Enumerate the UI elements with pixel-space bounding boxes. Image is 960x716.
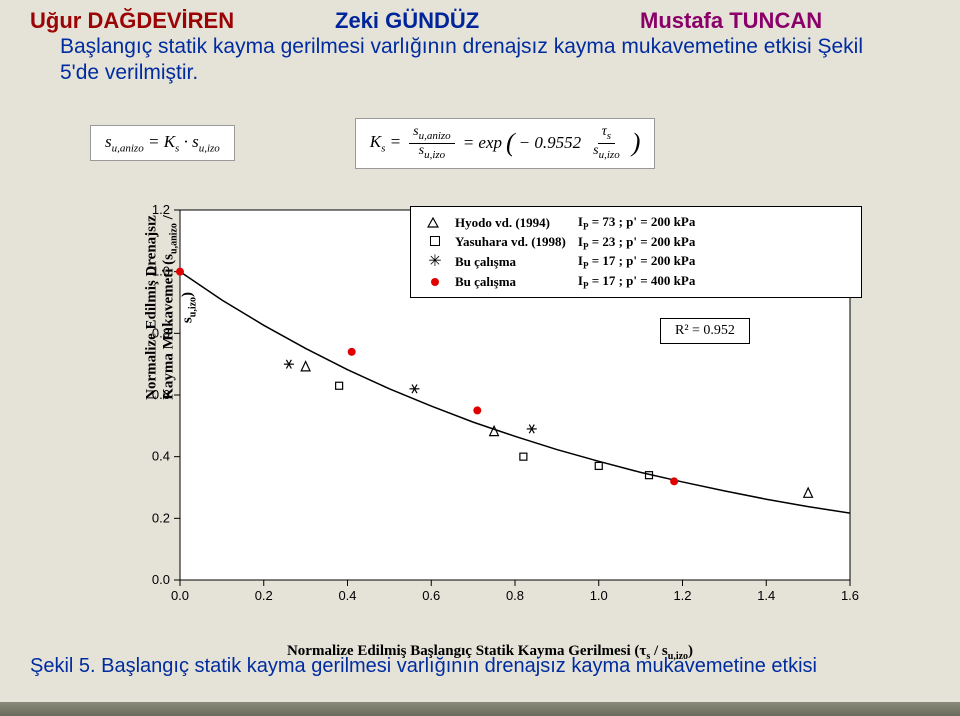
intro-paragraph: Başlangıç statik kayma gerilmesi varlığı… [60,34,900,86]
equation-row: su,anizo = Ks · su,izo Ks = su,anizo su,… [90,118,655,169]
eq2-left: Ks = [370,132,401,154]
eq2-paren-l: ( [506,128,515,158]
svg-text:0.8: 0.8 [506,588,524,603]
slide: Uğur DAĞDEVİREN Zeki GÜNDÜZ Mustafa TUNC… [0,0,960,716]
eq1-body: su,anizo = Ks · su,izo [105,132,220,154]
author-1: Uğur DAĞDEVİREN [30,8,234,34]
svg-text:1.2: 1.2 [673,588,691,603]
svg-text:0.6: 0.6 [422,588,440,603]
svg-text:1.4: 1.4 [757,588,775,603]
chart: Normalize Edilmiş DrenajsızKayma Mukavem… [120,200,870,630]
svg-text:1.0: 1.0 [590,588,608,603]
figure-caption: Şekil 5. Başlangıç statik kayma gerilmes… [30,655,817,678]
svg-text:0.4: 0.4 [152,449,170,464]
svg-text:1.6: 1.6 [841,588,859,603]
chart-r2: R² = 0.952 [660,318,750,344]
svg-text:0.0: 0.0 [171,588,189,603]
eq2-frac1: su,anizo su,izo [409,125,455,162]
eq2-inner: − 0.9552 [519,133,581,153]
svg-text:0.0: 0.0 [152,572,170,587]
eq2-paren-r: ) [632,128,641,158]
svg-text:0.4: 0.4 [338,588,356,603]
bottom-strip [0,702,960,716]
chart-ylabel: Normalize Edilmiş DrenajsızKayma Mukavem… [144,203,199,413]
legend-table: Hyodo vd. (1994)IP = 73 ; p' = 200 kPaYa… [421,213,701,291]
svg-text:0.2: 0.2 [152,510,170,525]
author-2: Zeki GÜNDÜZ [335,8,479,34]
eq2-frac2: τs su,izo [589,125,624,162]
svg-text:0.2: 0.2 [255,588,273,603]
eq2-mid: = exp [463,133,502,153]
chart-legend: Hyodo vd. (1994)IP = 73 ; p' = 200 kPaYa… [410,206,862,298]
author-3: Mustafa TUNCAN [640,8,822,34]
equation-1: su,anizo = Ks · su,izo [90,125,235,161]
equation-2: Ks = su,anizo su,izo = exp ( − 0.9552 τs… [355,118,656,169]
